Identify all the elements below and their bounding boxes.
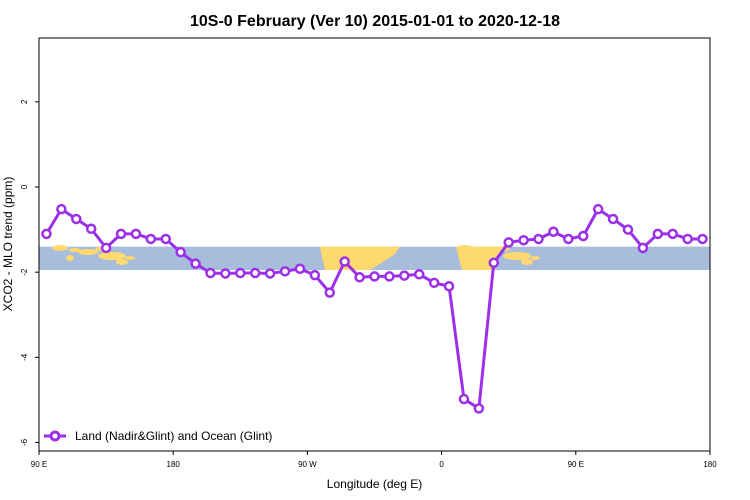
- y-tick-label: -6: [20, 438, 29, 446]
- data-point: [175, 246, 186, 258]
- data-point: [428, 277, 440, 289]
- island: [125, 256, 135, 260]
- data-point: [160, 233, 171, 245]
- y-tick-label: -4: [20, 353, 29, 361]
- data-point: [369, 271, 380, 282]
- data-point: [563, 233, 574, 245]
- legend: Land (Nadir&Glint) and Ocean (Glint): [44, 429, 272, 443]
- land-mass: [320, 246, 400, 271]
- island: [52, 245, 68, 251]
- data-point: [324, 287, 336, 298]
- x-tick-label: 180: [167, 460, 181, 469]
- legend-point-marker: [49, 430, 61, 442]
- data-point: [503, 237, 514, 248]
- data-point: [399, 270, 410, 281]
- data-point: [294, 263, 306, 275]
- data-point: [85, 223, 97, 234]
- data-point: [145, 233, 157, 245]
- data-point: [697, 233, 708, 245]
- series-line: [45, 207, 703, 410]
- data-point: [622, 224, 634, 235]
- data-point: [682, 233, 693, 245]
- data-point: [488, 257, 500, 269]
- island: [116, 259, 128, 265]
- data-point: [309, 269, 321, 281]
- x-tick-label: 90 W: [298, 460, 317, 469]
- y-tick-label: -2: [20, 268, 29, 276]
- island: [457, 245, 473, 251]
- data-point: [473, 403, 485, 414]
- island: [69, 248, 81, 252]
- plot-frame: [38, 37, 711, 452]
- island: [530, 256, 540, 260]
- x-tick-label: 0: [439, 460, 444, 469]
- island: [483, 249, 503, 255]
- island: [474, 248, 486, 252]
- data-point: [264, 268, 276, 279]
- data-point: [533, 233, 544, 245]
- series-layer: [41, 203, 708, 414]
- data-point: [607, 213, 619, 225]
- x-tick-label: 180: [703, 460, 717, 469]
- y-tick-label: 2: [20, 99, 29, 104]
- island: [521, 259, 533, 265]
- data-point: [220, 268, 231, 279]
- data-point: [130, 228, 142, 240]
- legend-entry: Land (Nadir&Glint) and Ocean (Glint): [75, 429, 272, 443]
- data-point: [100, 242, 112, 254]
- data-point: [592, 203, 604, 215]
- island: [98, 252, 126, 260]
- y-axis: 2 0 -2 -4 -6: [20, 99, 39, 446]
- x-axis: 90 E 180 90 W 0 90 E 180: [31, 451, 717, 469]
- island: [503, 252, 531, 260]
- data-point: [235, 267, 246, 279]
- x-tick-label: 90 E: [568, 460, 584, 469]
- y-axis-label: XCO2 - MLO trend (ppm): [1, 177, 15, 312]
- x-axis-label: Longitude (deg E): [327, 477, 422, 491]
- data-point: [578, 230, 589, 242]
- data-point: [249, 267, 261, 279]
- data-point: [518, 234, 529, 246]
- data-point: [652, 228, 664, 240]
- y-tick-label: 0: [20, 184, 29, 189]
- chart-title: 10S-0 February (Ver 10) 2015-01-01 to 20…: [190, 13, 560, 30]
- data-point: [71, 213, 82, 225]
- data-point: [339, 256, 350, 267]
- data-point: [443, 280, 455, 292]
- data-point: [667, 228, 678, 240]
- island: [78, 249, 98, 255]
- data-point: [458, 393, 470, 405]
- island: [66, 255, 74, 261]
- world-map-band: [39, 245, 710, 271]
- data-point: [205, 267, 216, 279]
- data-point: [548, 226, 559, 237]
- x-tick-label: 90 E: [31, 460, 47, 469]
- data-point: [384, 271, 395, 282]
- data-point: [354, 272, 365, 283]
- data-point: [637, 242, 649, 254]
- data-point: [279, 266, 291, 277]
- data-point: [41, 228, 52, 240]
- data-point: [190, 258, 201, 269]
- data-point: [56, 203, 67, 215]
- data-point: [413, 269, 425, 280]
- island: [471, 255, 479, 261]
- data-point: [115, 228, 127, 240]
